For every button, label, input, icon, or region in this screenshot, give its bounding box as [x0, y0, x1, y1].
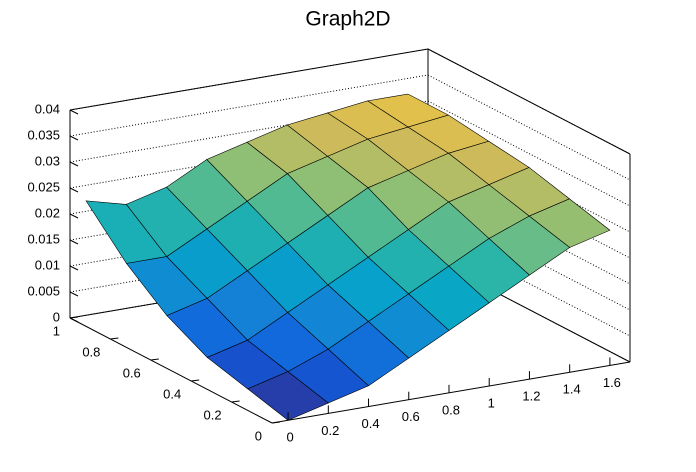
y-tick-label: 0.6	[123, 365, 141, 380]
z-tick-label: 0.015	[27, 231, 60, 246]
y-tick	[150, 358, 159, 361]
z-tick	[69, 161, 79, 167]
box-edge	[427, 48, 631, 155]
y-tick-label: 0.4	[163, 386, 181, 401]
y-tick-label: 0	[255, 428, 262, 443]
y-tick-label: 1	[53, 323, 60, 338]
grid-line	[427, 230, 631, 337]
y-tick-label: 0.2	[204, 407, 222, 422]
z-tick-label: 0.02	[35, 205, 60, 220]
z-tick-label: 0	[53, 309, 60, 324]
grid-line	[69, 126, 429, 189]
z-tick-label: 0.01	[35, 257, 60, 272]
z-tick	[69, 291, 79, 297]
x-tick-label: 1	[488, 395, 495, 410]
x-tick-label: 0.6	[402, 409, 420, 424]
z-tick-label: 0.04	[35, 101, 60, 116]
z-tick	[69, 109, 79, 115]
grid-line	[69, 230, 429, 293]
x-tick-label: 1.2	[522, 389, 540, 404]
x-tick-label: 0	[286, 430, 293, 445]
x-tick-label: 1.4	[563, 382, 581, 397]
y-tick	[231, 400, 240, 403]
surface-cell	[247, 371, 329, 421]
x-tick-label: 0.8	[442, 402, 460, 417]
grid-line	[427, 204, 631, 311]
x-axis	[271, 361, 631, 424]
x-tick-label: 1.6	[603, 375, 621, 390]
grid-line	[427, 178, 631, 285]
z-tick	[69, 265, 79, 271]
z-tick-label: 0.035	[27, 127, 60, 142]
y-axis	[69, 317, 273, 424]
z-tick	[69, 187, 79, 193]
z-tick-label: 0.005	[27, 283, 60, 298]
y-tick	[271, 421, 281, 424]
grid-line	[427, 126, 631, 233]
y-tick	[69, 316, 79, 319]
z-tick-label: 0.025	[27, 179, 60, 194]
y-tick	[110, 337, 119, 340]
grid-line	[427, 74, 631, 181]
z-tick	[69, 213, 79, 219]
grid-line	[427, 100, 631, 207]
grid-line	[69, 74, 429, 137]
grid-line	[427, 152, 631, 259]
grid-line	[69, 100, 429, 163]
chart-title: Graph2D	[305, 8, 390, 31]
x-tick-label: 0.2	[321, 423, 339, 438]
x-tick-label: 0.4	[362, 416, 380, 431]
z-tick	[69, 239, 79, 245]
box-edge	[69, 48, 429, 111]
z-tick	[69, 135, 79, 141]
y-tick-label: 0.8	[82, 344, 100, 359]
y-tick	[191, 379, 200, 382]
z-tick-label: 0.03	[35, 153, 60, 168]
